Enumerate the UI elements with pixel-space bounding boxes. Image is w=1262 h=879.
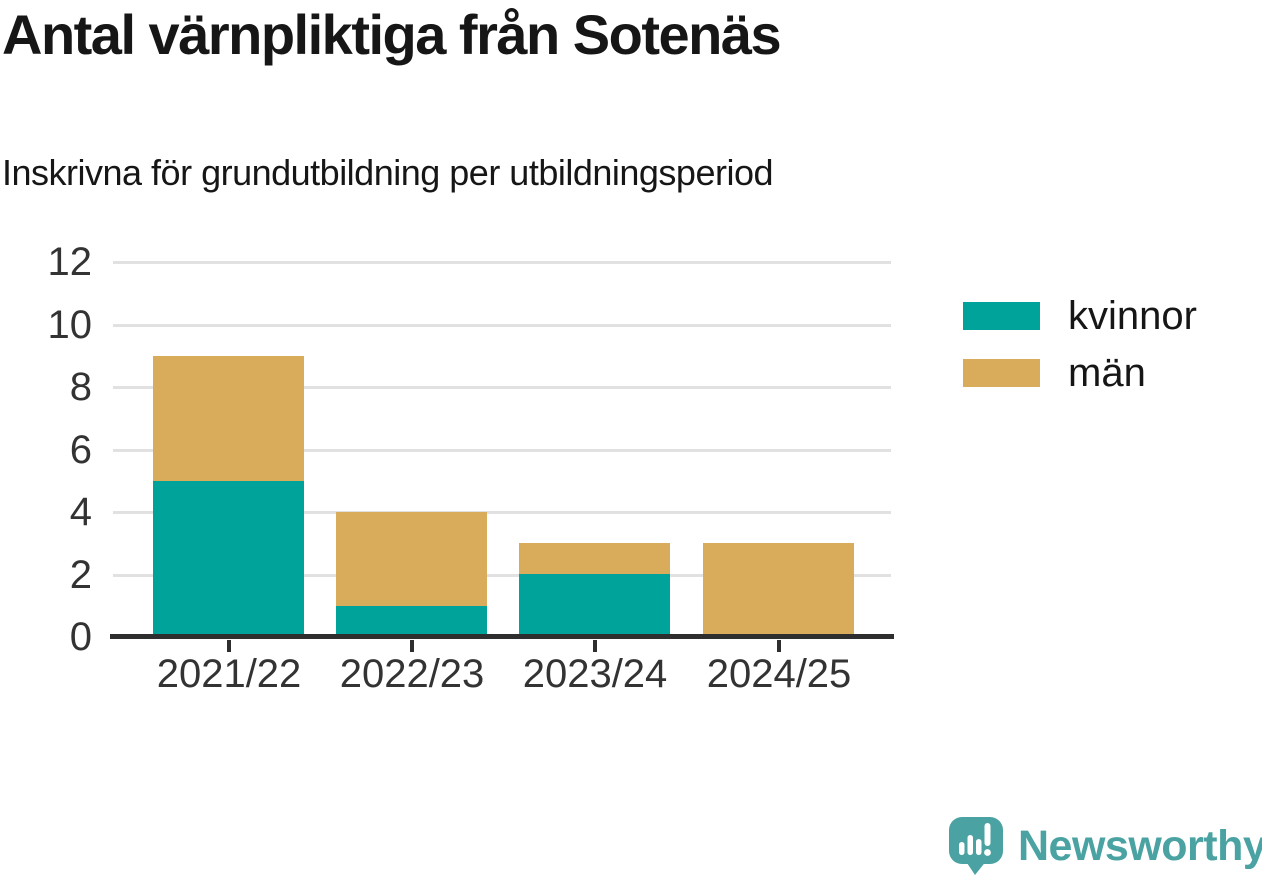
gridline	[113, 574, 891, 577]
legend-label: kvinnor	[1068, 294, 1197, 338]
chart-title: Antal värnpliktiga från Sotenäs	[2, 3, 782, 66]
newsworthy-logo-text: Newsworthy	[1018, 821, 1262, 870]
x-tick-mark	[227, 640, 231, 652]
x-tick-mark	[777, 640, 781, 652]
y-tick-label: 8	[69, 365, 92, 409]
y-tick-label: 4	[69, 490, 92, 534]
legend-swatch-kvinnor	[963, 302, 1040, 330]
x-tick-mark	[593, 640, 597, 652]
bar-segment-kvinnor	[336, 606, 487, 637]
y-tick-label: 10	[47, 303, 93, 347]
x-tick-label: 2024/25	[706, 652, 852, 696]
bar-chart-speech-bubble-icon	[949, 817, 1003, 875]
bar-segment-män	[336, 512, 487, 606]
x-tick-label: 2023/24	[522, 652, 668, 696]
plot-area	[110, 261, 894, 652]
gridline	[113, 261, 891, 264]
legend-label: män	[1068, 351, 1146, 395]
legend-swatch-män	[963, 359, 1040, 387]
legend: kvinnor män	[963, 294, 1197, 416]
chart-subtitle: Inskrivna för grundutbildning per utbild…	[2, 152, 774, 193]
bar-segment-män	[519, 543, 670, 574]
newsworthy-logo: Newsworthy	[948, 816, 1262, 876]
y-tick-label: 2	[69, 553, 92, 597]
x-tick-label: 2022/23	[339, 652, 485, 696]
y-tick-label: 6	[69, 428, 92, 472]
gridline	[113, 511, 891, 514]
x-tick-mark	[410, 640, 414, 652]
bar-segment-kvinnor	[519, 574, 670, 637]
legend-item: män	[963, 351, 1197, 395]
gridline	[113, 324, 891, 327]
bar-segment-män	[703, 543, 854, 637]
y-tick-label: 0	[69, 615, 92, 659]
x-tick-label: 2021/22	[156, 652, 302, 696]
y-tick-label: 12	[47, 240, 93, 284]
bar-segment-män	[153, 356, 304, 481]
gridline	[113, 449, 891, 452]
legend-item: kvinnor	[963, 294, 1197, 338]
gridline	[113, 386, 891, 389]
bar-segment-kvinnor	[153, 481, 304, 637]
x-axis-line	[110, 634, 894, 639]
